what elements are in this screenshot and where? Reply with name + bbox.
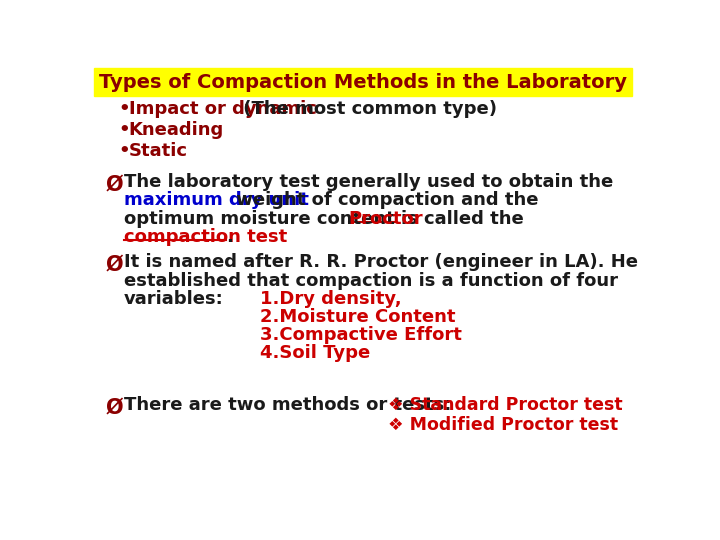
Text: ❖ Standard Proctor test: ❖ Standard Proctor test	[388, 396, 623, 414]
Text: ❖ Modified Proctor test: ❖ Modified Proctor test	[388, 416, 618, 434]
Text: 1.Dry density,: 1.Dry density,	[261, 291, 402, 308]
Text: weight of compaction and the: weight of compaction and the	[230, 191, 539, 209]
Text: It is named after R. R. Proctor (engineer in LA). He: It is named after R. R. Proctor (enginee…	[124, 253, 638, 272]
Text: There are two methods or tests:: There are two methods or tests:	[124, 396, 451, 414]
Text: maximum dry unit: maximum dry unit	[124, 191, 309, 209]
Text: The laboratory test generally used to obtain the: The laboratory test generally used to ob…	[124, 173, 613, 191]
Text: Static: Static	[129, 142, 188, 160]
Text: optimum moisture content is called the: optimum moisture content is called the	[124, 210, 530, 227]
Text: Ø: Ø	[106, 397, 123, 417]
Text: Kneading: Kneading	[129, 121, 224, 139]
Text: Impact or dynamic: Impact or dynamic	[129, 100, 317, 118]
Text: •: •	[118, 121, 130, 139]
Text: Ø: Ø	[106, 174, 123, 194]
Text: compaction test: compaction test	[124, 228, 287, 246]
Text: Ø: Ø	[106, 255, 123, 275]
Text: •: •	[118, 100, 130, 118]
Text: established that compaction is a function of four: established that compaction is a functio…	[124, 272, 618, 290]
Text: variables:: variables:	[124, 291, 224, 308]
Text: 4.Soil Type: 4.Soil Type	[261, 343, 371, 362]
Text: Types of Compaction Methods in the Laboratory: Types of Compaction Methods in the Labor…	[99, 72, 627, 91]
Text: 3.Compactive Effort: 3.Compactive Effort	[261, 326, 462, 344]
Text: •: •	[118, 142, 130, 160]
Text: (The most common type): (The most common type)	[237, 100, 497, 118]
Text: 2.Moisture Content: 2.Moisture Content	[261, 308, 456, 326]
Text: .: .	[226, 228, 233, 246]
Text: Proctor: Proctor	[348, 210, 423, 227]
